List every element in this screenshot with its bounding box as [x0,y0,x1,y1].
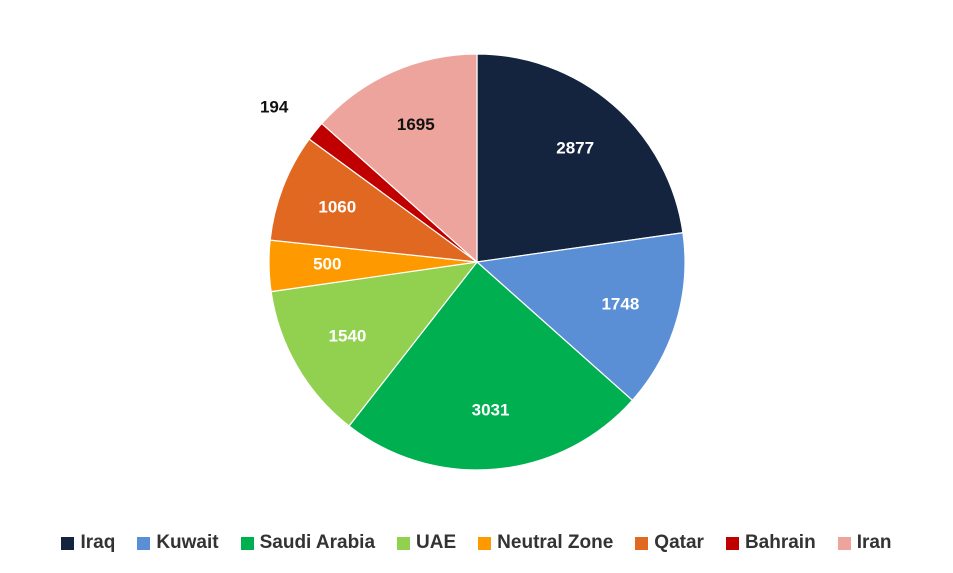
legend-item-uae: UAE [397,532,456,554]
legend-swatch-qatar [635,536,649,550]
data-label-qatar: 1060 [318,197,356,216]
pie-slice-kuwait [475,232,686,402]
legend-label-neutral-zone: Neutral Zone [497,532,614,553]
legend-label-iraq: Iraq [80,532,116,553]
pie-slice-iraq [476,53,684,263]
legend-swatch-bahrain [725,536,739,550]
legend-label-uae: UAE [416,532,457,553]
legend-swatch-uae [397,536,411,550]
data-label-saudi-arabia: 3031 [472,401,510,420]
data-label-kuwait: 1748 [601,295,639,314]
legend-label-kuwait: Kuwait [156,532,219,553]
pie-slice-iran [320,53,478,264]
pie-data-labels: 2877 1748 3031 1540 500 1060 194 1695 [260,98,639,420]
legend-item-qatar: Qatar [635,532,704,554]
data-label-iran: 1695 [397,115,435,134]
data-label-bahrain: 194 [260,98,289,117]
legend-item-bahrain: Bahrain [725,532,816,554]
legend-label-bahrain: Bahrain [744,532,816,553]
legend-swatch-iran [837,536,851,550]
legend-item-iraq: Iraq [61,532,115,554]
legend-label-saudi-arabia: Saudi Arabia [259,532,376,553]
legend-swatch-neutral-zone [478,536,492,550]
legend-swatch-saudi-arabia [240,536,254,550]
legend-item-neutral-zone: Neutral Zone [478,532,613,554]
legend-item-saudi-arabia: Saudi Arabia [240,532,376,554]
pie-slice-saudi-arabia [348,261,634,471]
legend-swatch-kuwait [137,536,151,550]
legend-swatch-iraq [61,536,75,550]
data-label-uae: 1540 [329,327,367,346]
pie-slice-qatar [269,138,480,263]
legend-item-iran: Iran [837,532,892,554]
legend-label-iran: Iran [856,532,892,553]
data-label-neutral-zone: 500 [313,254,341,273]
legend-item-kuwait: Kuwait [137,532,219,554]
legend-label-qatar: Qatar [654,532,704,553]
pie-slices [268,53,686,471]
pie-slice-uae [270,261,479,427]
legend: Iraq Kuwait Saudi Arabia UAE Neutral Zone Qat… [0,528,953,558]
data-label-iraq: 2877 [556,138,594,157]
